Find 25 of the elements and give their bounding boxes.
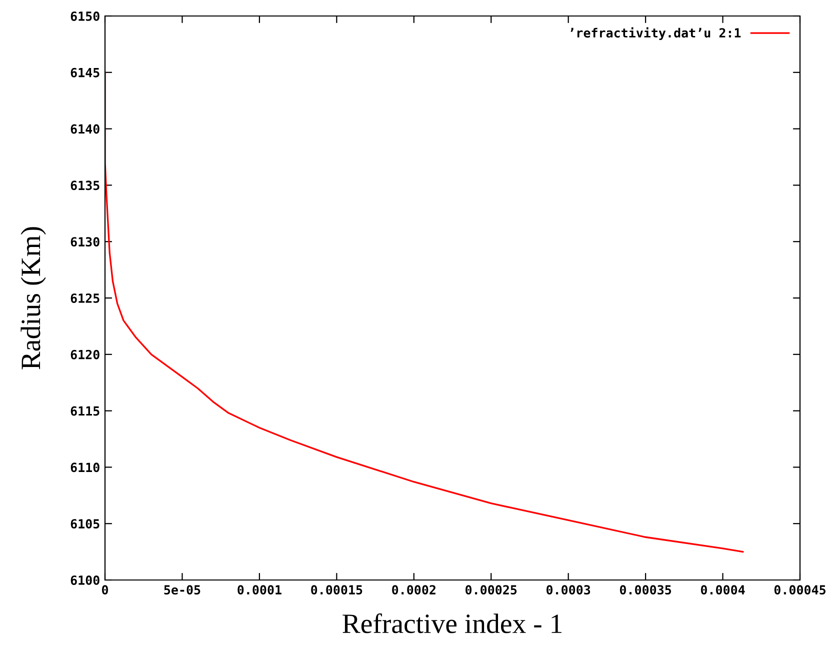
x-tick-label: 0.0003 xyxy=(546,585,590,595)
y-tick-label: 6115 xyxy=(70,406,100,416)
x-tick-label: 0 xyxy=(102,585,108,595)
y-tick-label: 6125 xyxy=(70,293,100,303)
x-tick-label: 5e-05 xyxy=(164,585,200,595)
y-tick-label: 6135 xyxy=(70,180,100,190)
x-tick-label: 0.00035 xyxy=(620,585,672,595)
y-tick-label: 6110 xyxy=(70,462,100,472)
x-tick-label: 0.0002 xyxy=(392,585,436,595)
y-tick-label: 6145 xyxy=(70,68,100,78)
x-tick-label: 0.00015 xyxy=(311,585,362,595)
y-tick-label: 6105 xyxy=(70,519,100,529)
x-axis-title: Refractive index - 1 xyxy=(342,613,562,634)
x-tick-label: 0.00025 xyxy=(466,585,517,595)
line-series xyxy=(105,72,744,553)
y-tick-label: 6150 xyxy=(70,11,100,21)
y-axis-title: Radius (Km) xyxy=(20,227,46,370)
y-tick-label: 6130 xyxy=(70,237,100,247)
legend-label: ’refractivity.dat’u 2:1 xyxy=(570,27,741,40)
x-tick-label: 0.0001 xyxy=(238,585,282,595)
y-tick-label: 6100 xyxy=(70,575,100,585)
x-tick-label: 0.0004 xyxy=(700,585,745,595)
y-tick-label: 6140 xyxy=(70,124,100,134)
y-tick-label: 6120 xyxy=(70,350,100,360)
x-tick-label: 0.00045 xyxy=(774,585,826,595)
